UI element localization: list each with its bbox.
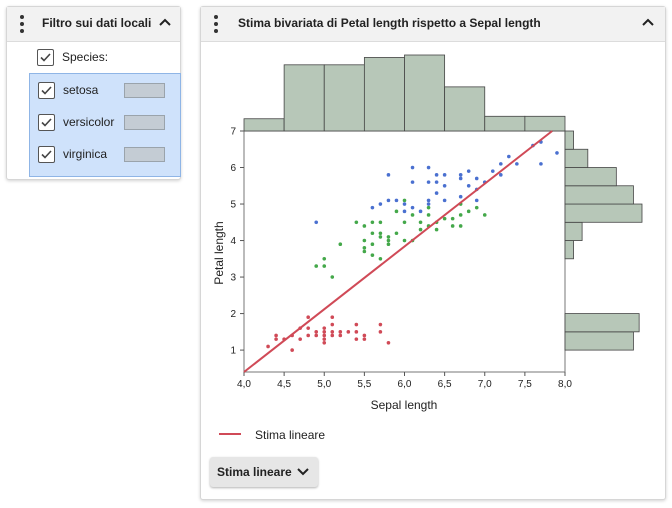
linear-fit-button[interactable]: Stima lineare xyxy=(210,457,318,487)
chart-menu-icon[interactable] xyxy=(214,15,218,33)
chart-panel-title: Stima bivariata di Petal length rispetto… xyxy=(238,16,541,30)
species-filter-list: setosa versicolor virginica xyxy=(29,73,181,177)
legend-fit-label: Stima lineare xyxy=(255,428,326,442)
chevron-down-icon xyxy=(297,468,309,476)
versicolor-count-bar xyxy=(124,115,165,130)
virginica-count-bar xyxy=(124,147,165,162)
chart-collapse-icon[interactable] xyxy=(640,15,656,31)
linear-fit-button-label: Stima lineare xyxy=(217,465,292,479)
versicolor-label: versicolor xyxy=(63,115,115,129)
species-label: Species: xyxy=(62,50,109,64)
filter-collapse-icon[interactable] xyxy=(157,15,173,31)
filter-menu-icon[interactable] xyxy=(20,15,24,33)
filter-panel-title: Filtro sui dati locali xyxy=(42,16,152,30)
chart-panel: Stima bivariata di Petal length rispetto… xyxy=(200,6,666,500)
species-checkbox[interactable] xyxy=(37,49,54,66)
setosa-checkbox[interactable] xyxy=(38,82,55,99)
setosa-label: setosa xyxy=(63,83,99,97)
virginica-checkbox[interactable] xyxy=(38,146,55,163)
filter-panel-header: Filtro sui dati locali xyxy=(7,7,180,42)
versicolor-checkbox[interactable] xyxy=(38,114,55,131)
chart-panel-header: Stima bivariata di Petal length rispetto… xyxy=(201,7,665,42)
legend-fit-swatch xyxy=(219,433,241,435)
setosa-count-bar xyxy=(124,83,165,98)
filter-panel: Filtro sui dati locali Species: setosa v… xyxy=(6,6,181,180)
virginica-label: virginica xyxy=(63,147,108,161)
